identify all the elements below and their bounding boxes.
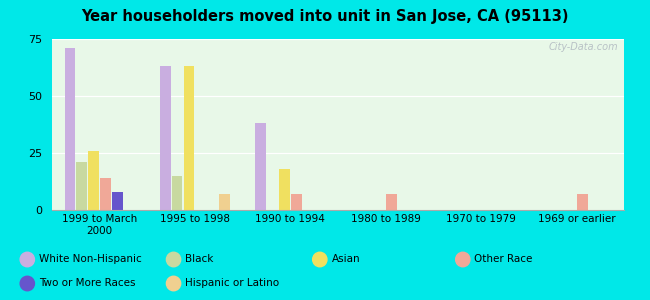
Ellipse shape <box>20 276 34 291</box>
Text: Black: Black <box>185 254 214 265</box>
Text: Two or More Races: Two or More Races <box>39 278 135 289</box>
Bar <box>577 194 588 210</box>
Bar <box>64 48 75 210</box>
Bar <box>77 162 87 210</box>
Ellipse shape <box>456 252 470 267</box>
Bar <box>184 66 194 210</box>
Bar <box>88 151 99 210</box>
Text: Hispanic or Latino: Hispanic or Latino <box>185 278 280 289</box>
Bar <box>386 194 397 210</box>
Ellipse shape <box>166 276 181 291</box>
Text: City-Data.com: City-Data.com <box>549 42 618 52</box>
Bar <box>279 169 290 210</box>
Text: White Non-Hispanic: White Non-Hispanic <box>39 254 142 265</box>
Bar <box>100 178 111 210</box>
Text: Other Race: Other Race <box>474 254 533 265</box>
Ellipse shape <box>166 252 181 267</box>
Ellipse shape <box>20 252 34 267</box>
Bar <box>255 123 266 210</box>
Bar <box>291 194 302 210</box>
Bar <box>112 192 123 210</box>
Text: Year householders moved into unit in San Jose, CA (95113): Year householders moved into unit in San… <box>81 9 569 24</box>
Text: Asian: Asian <box>332 254 360 265</box>
Bar <box>172 176 183 210</box>
Ellipse shape <box>313 252 327 267</box>
Bar <box>220 194 230 210</box>
Bar <box>160 66 170 210</box>
